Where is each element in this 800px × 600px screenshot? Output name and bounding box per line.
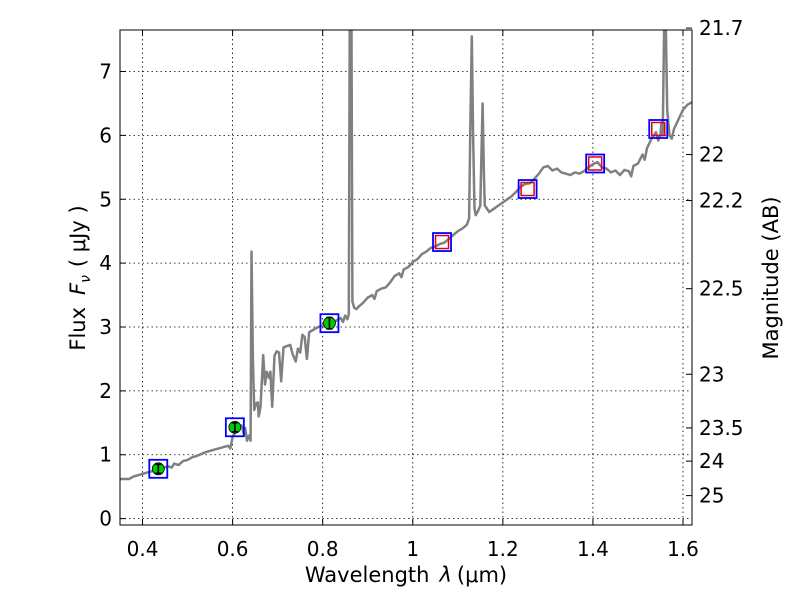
y2-tick-label: 24	[699, 449, 724, 473]
y2-tick-label: 21.7	[699, 16, 744, 40]
y2-tick-label: 22	[699, 143, 724, 167]
spectrum-line	[120, 30, 692, 481]
x-tick-label: 0.6	[217, 537, 249, 561]
model-photometry-box	[224, 417, 245, 438]
series-layer	[120, 30, 692, 481]
y-tick-label: 3	[99, 315, 112, 339]
x-tick-label: 0.4	[127, 537, 159, 561]
model-photometry-box	[517, 179, 538, 199]
axis-ticks: 0.4 0.6 0.8 1 1.2 1.4 1.60123456721.72222.222.…	[99, 16, 743, 561]
x-axis-label: Wavelength λ (μm)	[305, 563, 507, 587]
y2-tick-label: 23	[699, 362, 724, 386]
model-photometry-box	[319, 313, 340, 334]
y-tick-label: 6	[99, 123, 112, 147]
y2-tick-label: 22.5	[699, 277, 744, 301]
model-photometry-box	[648, 119, 669, 139]
y-tick-label: 5	[99, 187, 112, 211]
plot-frame	[119, 29, 693, 526]
x-tick-label: 1.6	[667, 537, 699, 561]
x-tick-label: 0.8	[307, 537, 339, 561]
model-photometry-box	[432, 232, 452, 252]
upper-limit-box	[650, 121, 666, 137]
y2-tick-label: 23.5	[699, 416, 744, 440]
y-tick-label: 4	[99, 251, 112, 275]
y2-tick-label: 25	[699, 484, 724, 508]
photometry-markers	[148, 119, 669, 479]
y-tick-label: 2	[99, 379, 112, 403]
grid-lines	[120, 30, 692, 525]
model-photometry-box	[585, 153, 606, 174]
x-tick-label: 1.4	[577, 537, 609, 561]
x-tick-label: 1.2	[487, 537, 519, 561]
upper-limit-box	[587, 156, 603, 171]
upper-limit-box	[434, 234, 450, 250]
y-tick-label: 7	[99, 60, 112, 84]
y-tick-label: 1	[99, 443, 112, 467]
y-axis-label: FluxFν( μJy )	[66, 205, 94, 350]
y-tick-label: 0	[99, 507, 112, 531]
model-photometry-box	[148, 458, 169, 479]
x-tick-label: 1	[406, 537, 419, 561]
y2-tick-label: 22.2	[699, 189, 744, 213]
plot-area	[120, 30, 692, 525]
upper-limit-box	[520, 181, 535, 197]
y2-axis-label: Magnitude (AB)	[759, 196, 783, 359]
